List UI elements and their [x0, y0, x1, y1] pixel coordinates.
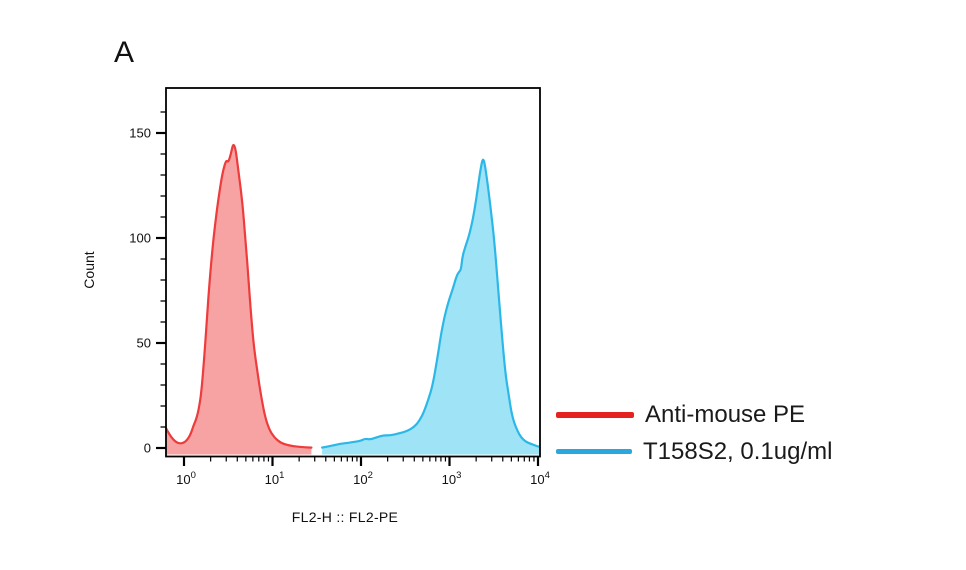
x-tick-label: 101 [265, 470, 285, 487]
y-tick-label: 0 [144, 441, 151, 456]
x-axis: 100 101 102 103 104 [176, 456, 550, 487]
legend: Anti-mouse PE T158S2, 0.1ug/ml [556, 396, 936, 470]
x-tick-label: 102 [353, 470, 373, 487]
x-tick-label: 103 [442, 470, 462, 487]
legend-label: Anti-mouse PE [645, 400, 806, 428]
legend-item: Anti-mouse PE [556, 396, 936, 433]
series-curve-red [166, 143, 313, 449]
y-axis: 0 50 100 150 [129, 111, 166, 456]
series-fill-blue [322, 159, 540, 455]
y-tick-label: 100 [129, 231, 151, 246]
legend-item: T158S2, 0.1ug/ml [556, 433, 936, 470]
series-fill-red [166, 145, 312, 455]
y-tick-label: 150 [129, 126, 151, 141]
x-tick-label: 104 [530, 470, 550, 487]
x-axis-title: FL2-H :: FL2-PE [291, 509, 399, 525]
legend-swatch-blue-line [556, 449, 632, 454]
legend-swatch-red-line [556, 411, 634, 418]
legend-label: T158S2, 0.1ug/ml [643, 437, 833, 465]
panel-letter: A [114, 36, 135, 69]
x-tick-label: 100 [176, 470, 196, 487]
series-curves [166, 143, 540, 455]
y-tick-label: 50 [137, 336, 151, 351]
series-curve-blue [321, 158, 540, 449]
